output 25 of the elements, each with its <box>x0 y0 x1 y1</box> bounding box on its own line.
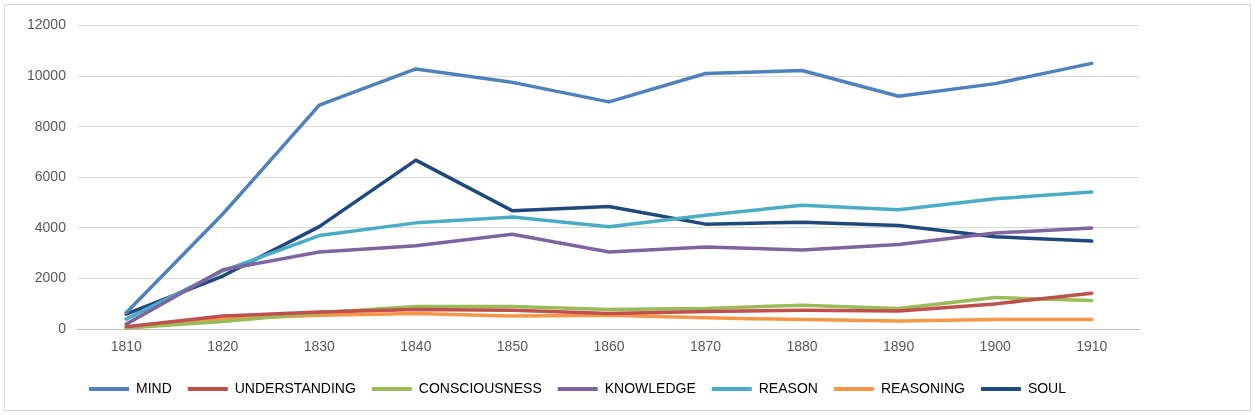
x-tick-label: 1810 <box>110 338 142 355</box>
y-tick-label: 4000 <box>34 218 67 235</box>
legend-label: REASON <box>758 379 818 396</box>
x-tick-label: 1860 <box>593 338 625 355</box>
legend-label: KNOWLEDGE <box>604 379 696 396</box>
x-tick-label: 1870 <box>689 338 722 355</box>
x-tick-label: 1830 <box>303 338 336 355</box>
legend-label: CONSCIOUSNESS <box>418 379 542 396</box>
y-tick-label: 8000 <box>34 117 67 134</box>
x-tick-label: 1880 <box>786 338 818 355</box>
legend-label: SOUL <box>1027 379 1067 396</box>
y-tick-label: 12000 <box>26 16 67 33</box>
x-tick-label: 1890 <box>883 338 915 355</box>
y-tick-label: 2000 <box>34 269 67 286</box>
x-tick-label: 1840 <box>400 338 432 355</box>
x-tick-label: 1820 <box>207 338 239 355</box>
legend-label: REASONING <box>880 379 965 396</box>
y-tick-label: 6000 <box>34 168 67 185</box>
y-tick-label: 0 <box>58 320 67 337</box>
x-tick-label: 1900 <box>979 338 1011 355</box>
y-tick-label: 10000 <box>26 66 67 83</box>
x-tick-label: 1910 <box>1076 338 1108 355</box>
legend-label: UNDERSTANDING <box>234 379 356 396</box>
legend-label: MIND <box>135 379 172 396</box>
x-tick-label: 1850 <box>496 338 529 355</box>
